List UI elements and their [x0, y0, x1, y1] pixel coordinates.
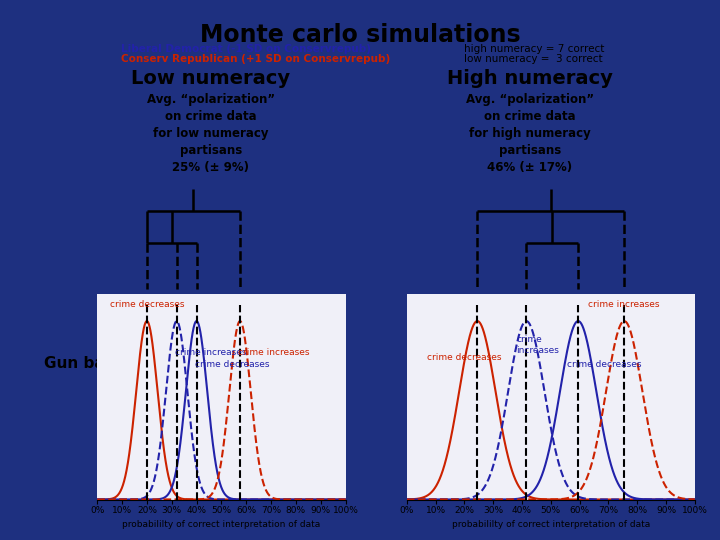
Text: crime decreases: crime decreases — [567, 360, 641, 369]
Text: low numeracy =  3 correct: low numeracy = 3 correct — [464, 54, 603, 64]
Text: crime decreases: crime decreases — [195, 360, 270, 369]
Text: Liberal Democrat (-1 SD on Conservrepub): Liberal Democrat (-1 SD on Conservrepub) — [120, 44, 371, 53]
Text: High numeracy: High numeracy — [447, 69, 613, 88]
Text: crime decreases: crime decreases — [427, 353, 501, 362]
Text: high numeracy = 7 correct: high numeracy = 7 correct — [464, 44, 605, 53]
X-axis label: probabililty of correct interpretation of data: probabililty of correct interpretation o… — [451, 519, 650, 529]
Text: crime increases: crime increases — [588, 300, 660, 309]
Text: Low numeracy: Low numeracy — [131, 69, 290, 88]
Text: crime increases: crime increases — [238, 348, 309, 357]
X-axis label: probabililty of correct interpretation of data: probabililty of correct interpretation o… — [122, 519, 320, 529]
Text: Avg. “polarization”
on crime data
for low numeracy
partisans
25% (± 9%): Avg. “polarization” on crime data for lo… — [147, 93, 275, 174]
Text: crime
increases: crime increases — [516, 335, 559, 355]
Text: crime increases: crime increases — [176, 348, 247, 357]
Text: Conserv Republican (+1 SD on Conservrepub): Conserv Republican (+1 SD on Conservrepu… — [120, 54, 390, 64]
Text: Monte carlo simulations: Monte carlo simulations — [199, 23, 521, 47]
Text: Avg. “polarization”
on crime data
for high numeracy
partisans
46% (± 17%): Avg. “polarization” on crime data for hi… — [466, 93, 594, 174]
Text: Gun ban: Gun ban — [44, 356, 116, 371]
Text: crime decreases: crime decreases — [109, 300, 184, 309]
